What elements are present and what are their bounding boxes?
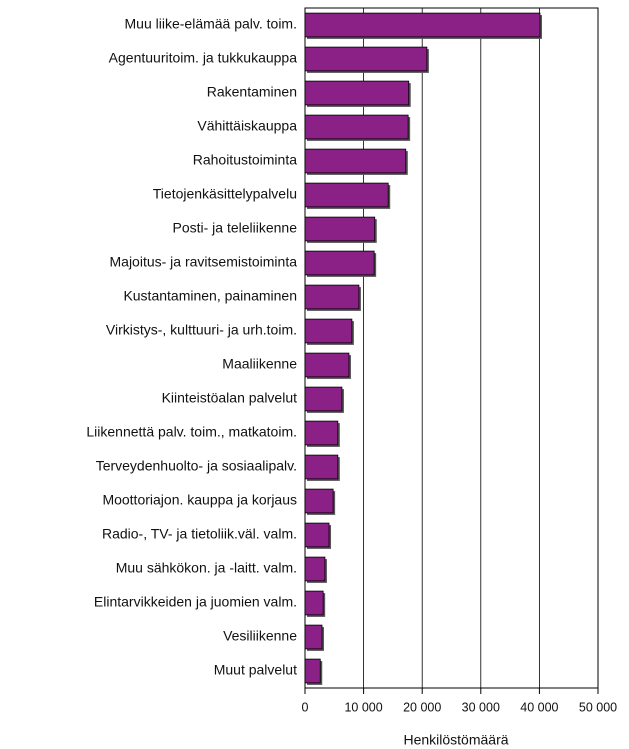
y-tick-label: Agentuuritoim. ja tukkukauppa xyxy=(109,50,298,66)
y-tick-label: Vesiliikenne xyxy=(223,628,297,644)
bar xyxy=(304,352,350,378)
y-tick-label: Muut palvelut xyxy=(214,662,297,678)
x-tick-label: 40 000 xyxy=(520,700,558,714)
y-tick-label: Virkistys-, kulttuuri- ja urh.toim. xyxy=(106,322,297,338)
bar xyxy=(304,250,375,276)
bar xyxy=(304,522,330,548)
y-tick-label: Terveydenhuolto- ja sosiaalipalv. xyxy=(96,458,297,474)
bar xyxy=(304,556,326,582)
y-tick-label: Vähittäiskauppa xyxy=(197,118,297,134)
y-tick-label: Muu sähkökon. ja -laitt. valm. xyxy=(116,560,297,576)
bar xyxy=(304,488,334,514)
y-tick-label: Kustantaminen, painaminen xyxy=(123,288,297,304)
x-tick-label: 0 xyxy=(302,700,309,714)
bar xyxy=(304,182,389,208)
x-tick-label: 10 000 xyxy=(344,700,382,714)
x-tick-label: 30 000 xyxy=(462,700,500,714)
x-tick-label: 50 000 xyxy=(579,700,617,714)
y-tick-label: Muu liike-elämää palv. toim. xyxy=(125,16,297,32)
plot-frame xyxy=(304,7,599,689)
bar xyxy=(304,624,323,650)
bar xyxy=(304,80,410,106)
y-tick-label: Moottoriajon. kauppa ja korjaus xyxy=(102,492,297,508)
y-tick-label: Elintarvikkeiden ja juomien valm. xyxy=(94,594,297,610)
y-tick-label: Majoitus- ja ravitsemistoiminta xyxy=(110,254,298,270)
bar xyxy=(304,386,343,412)
bar xyxy=(304,284,360,310)
bar xyxy=(304,420,339,446)
bar xyxy=(304,114,409,140)
y-tick-label: Posti- ja teleliikenne xyxy=(172,220,297,236)
bar xyxy=(304,454,339,480)
bar xyxy=(304,658,321,684)
x-tick-label: 20 000 xyxy=(403,700,441,714)
bar xyxy=(304,148,407,174)
y-tick-label: Maaliikenne xyxy=(222,356,297,372)
y-tick-label: Tietojenkäsittelypalvelu xyxy=(153,186,297,202)
y-tick-label: Radio-, TV- ja tietoliik.väl. valm. xyxy=(102,526,297,542)
bar xyxy=(304,318,353,344)
bar xyxy=(304,590,324,616)
y-tick-label: Rakentaminen xyxy=(207,84,297,100)
bar xyxy=(304,46,428,72)
bar xyxy=(304,216,376,242)
x-axis-label: Henkilöstömäärä xyxy=(403,732,508,748)
y-tick-label: Kiinteistöalan palvelut xyxy=(162,390,298,406)
y-tick-label: Liikennettä palv. toim., matkatoim. xyxy=(86,424,297,440)
bar xyxy=(304,12,541,38)
y-tick-label: Rahoitustoiminta xyxy=(193,152,297,168)
